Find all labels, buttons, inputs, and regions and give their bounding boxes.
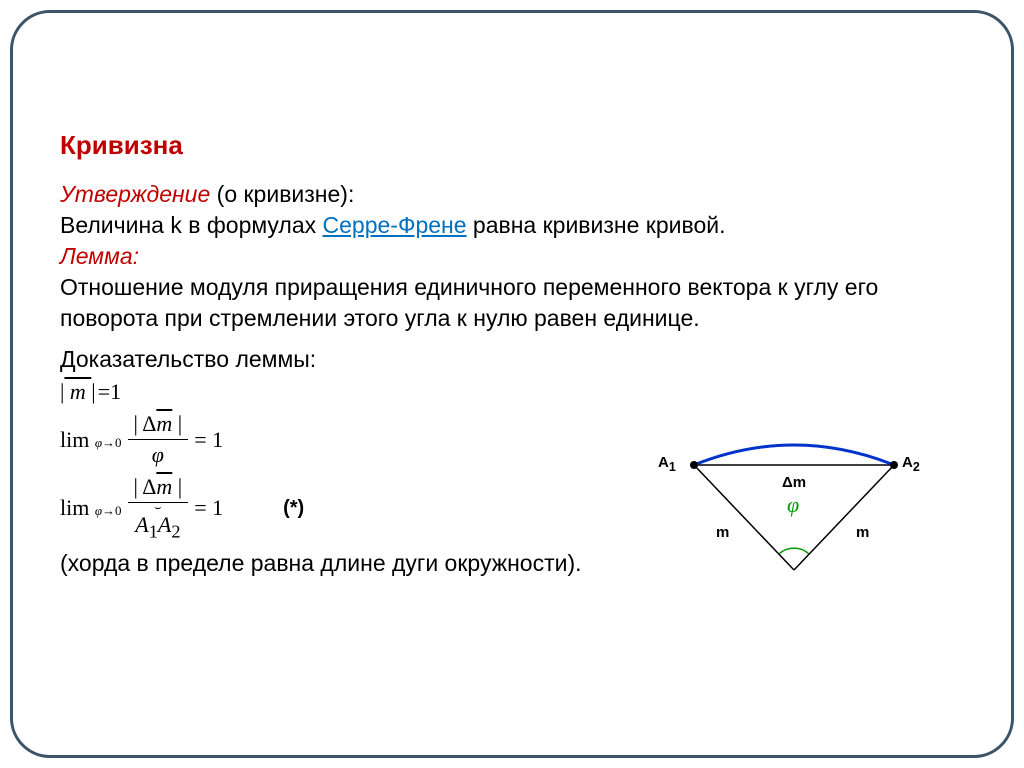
lemma-keyword: Лемма: <box>60 243 139 269</box>
label-phi: φ <box>787 492 799 518</box>
statement-block: Утверждение (о кривизне): Величина k в ф… <box>60 179 964 241</box>
lim-label-2: lim <box>60 495 89 520</box>
statement-keyword: Утверждение <box>60 181 210 207</box>
statement-body-before: Величина k в формулах <box>60 212 323 238</box>
serret-frenet-link[interactable]: Серре-Френе <box>323 212 467 238</box>
eq2-result: = 1 <box>194 495 223 521</box>
label-a2: A2 <box>902 454 920 474</box>
lemma-body: Отношение модуля приращения единичного п… <box>60 274 878 331</box>
statement-body-after: равна кривизне кривой. <box>467 212 726 238</box>
lim-label-1: lim <box>60 427 89 452</box>
lemma-block: Лемма: Отношение модуля приращения едини… <box>60 241 964 334</box>
phi-den: φ <box>128 440 189 468</box>
label-m-left: m <box>716 524 729 541</box>
label-delta-m: Δm <box>782 474 806 491</box>
statement-suffix: (о кривизне): <box>210 181 354 207</box>
lim-sub-2: φ→0 <box>95 503 122 518</box>
label-m-right: m <box>856 524 869 541</box>
star-marker: (*) <box>283 497 304 520</box>
formula-m-eq-1: | m |= 1 <box>60 379 964 405</box>
lim-sub-1: φ→0 <box>95 435 122 450</box>
curvature-diagram: A1 A2 Δm φ m m <box>644 420 944 600</box>
slide-title: Кривизна <box>60 130 964 161</box>
label-a1: A1 <box>658 454 676 474</box>
eq1-result: = 1 <box>194 427 223 453</box>
proof-label: Доказательство леммы: <box>60 346 964 373</box>
